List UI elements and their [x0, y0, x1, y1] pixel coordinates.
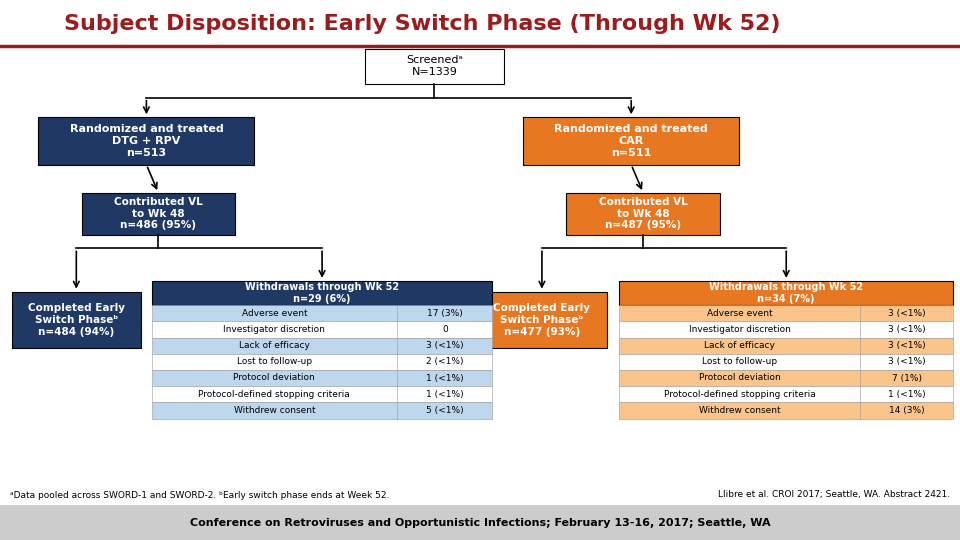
Text: Protocol-defined stopping criteria: Protocol-defined stopping criteria [199, 390, 350, 399]
FancyBboxPatch shape [0, 505, 960, 540]
Text: Lost to follow-up: Lost to follow-up [702, 357, 777, 366]
Text: ᵃData pooled across SWORD-1 and SWORD-2. ᵇEarly switch phase ends at Week 52.: ᵃData pooled across SWORD-1 and SWORD-2.… [10, 490, 389, 500]
Text: 1 (<1%): 1 (<1%) [426, 374, 464, 382]
FancyBboxPatch shape [152, 386, 492, 402]
Text: Withdrew consent: Withdrew consent [233, 406, 315, 415]
FancyBboxPatch shape [619, 370, 953, 386]
Text: 3 (<1%): 3 (<1%) [888, 309, 925, 318]
Text: Protocol deviation: Protocol deviation [233, 374, 315, 382]
FancyBboxPatch shape [619, 402, 953, 418]
Text: Completed Early
Switch Phaseᵇ
n=484 (94%): Completed Early Switch Phaseᵇ n=484 (94%… [28, 303, 125, 336]
FancyBboxPatch shape [619, 281, 953, 305]
Text: Lack of efficacy: Lack of efficacy [704, 341, 775, 350]
FancyBboxPatch shape [477, 292, 607, 348]
Text: 0: 0 [442, 325, 447, 334]
Text: 3 (<1%): 3 (<1%) [888, 357, 925, 366]
Text: Contributed VL
to Wk 48
n=487 (95%): Contributed VL to Wk 48 n=487 (95%) [599, 197, 687, 231]
Text: 1 (<1%): 1 (<1%) [426, 390, 464, 399]
FancyBboxPatch shape [82, 193, 235, 235]
Text: 5 (<1%): 5 (<1%) [426, 406, 464, 415]
Text: Protocol deviation: Protocol deviation [699, 374, 780, 382]
Text: Subject Disposition: Early Switch Phase (Through Wk 52): Subject Disposition: Early Switch Phase … [64, 14, 780, 33]
Text: Withdrawals through Wk 52
n=29 (6%): Withdrawals through Wk 52 n=29 (6%) [245, 282, 399, 303]
Text: 3 (<1%): 3 (<1%) [426, 341, 464, 350]
Text: Conference on Retroviruses and Opportunistic Infections; February 13-16, 2017; S: Conference on Retroviruses and Opportuni… [190, 518, 770, 528]
Text: Withdrew consent: Withdrew consent [699, 406, 780, 415]
FancyBboxPatch shape [152, 370, 492, 386]
FancyBboxPatch shape [38, 117, 254, 165]
FancyBboxPatch shape [523, 117, 739, 165]
Text: 3 (<1%): 3 (<1%) [888, 325, 925, 334]
Text: Investigator discretion: Investigator discretion [688, 325, 790, 334]
Text: Withdrawals through Wk 52
n=34 (7%): Withdrawals through Wk 52 n=34 (7%) [709, 282, 863, 303]
Text: Investigator discretion: Investigator discretion [224, 325, 325, 334]
Text: 2 (<1%): 2 (<1%) [426, 357, 464, 366]
Text: 17 (3%): 17 (3%) [427, 309, 463, 318]
Text: Lack of efficacy: Lack of efficacy [239, 341, 310, 350]
Text: 3 (<1%): 3 (<1%) [888, 341, 925, 350]
Text: 1 (<1%): 1 (<1%) [888, 390, 925, 399]
FancyBboxPatch shape [566, 193, 720, 235]
FancyBboxPatch shape [619, 321, 953, 338]
Text: Llibre et al. CROI 2017; Seattle, WA. Abstract 2421.: Llibre et al. CROI 2017; Seattle, WA. Ab… [718, 490, 950, 500]
Text: Lost to follow-up: Lost to follow-up [237, 357, 312, 366]
Text: 14 (3%): 14 (3%) [889, 406, 924, 415]
Text: Adverse event: Adverse event [242, 309, 307, 318]
Text: Screenedᵃ
N=1339: Screenedᵃ N=1339 [406, 56, 463, 77]
FancyBboxPatch shape [152, 354, 492, 370]
FancyBboxPatch shape [619, 354, 953, 370]
FancyBboxPatch shape [152, 338, 492, 354]
Text: Randomized and treated
DTG + RPV
n=513: Randomized and treated DTG + RPV n=513 [69, 124, 224, 158]
FancyBboxPatch shape [619, 305, 953, 321]
FancyBboxPatch shape [152, 321, 492, 338]
FancyBboxPatch shape [152, 402, 492, 418]
Text: 7 (1%): 7 (1%) [892, 374, 922, 382]
Text: Completed Early
Switch Phaseᵇ
n=477 (93%): Completed Early Switch Phaseᵇ n=477 (93%… [493, 303, 590, 336]
Text: Contributed VL
to Wk 48
n=486 (95%): Contributed VL to Wk 48 n=486 (95%) [114, 197, 203, 231]
Text: Randomized and treated
CAR
n=511: Randomized and treated CAR n=511 [554, 124, 708, 158]
Text: Protocol-defined stopping criteria: Protocol-defined stopping criteria [663, 390, 815, 399]
FancyBboxPatch shape [152, 281, 492, 305]
FancyBboxPatch shape [12, 292, 141, 348]
FancyBboxPatch shape [365, 49, 504, 84]
FancyBboxPatch shape [619, 338, 953, 354]
Text: Adverse event: Adverse event [707, 309, 772, 318]
FancyBboxPatch shape [619, 386, 953, 402]
FancyBboxPatch shape [152, 305, 492, 321]
